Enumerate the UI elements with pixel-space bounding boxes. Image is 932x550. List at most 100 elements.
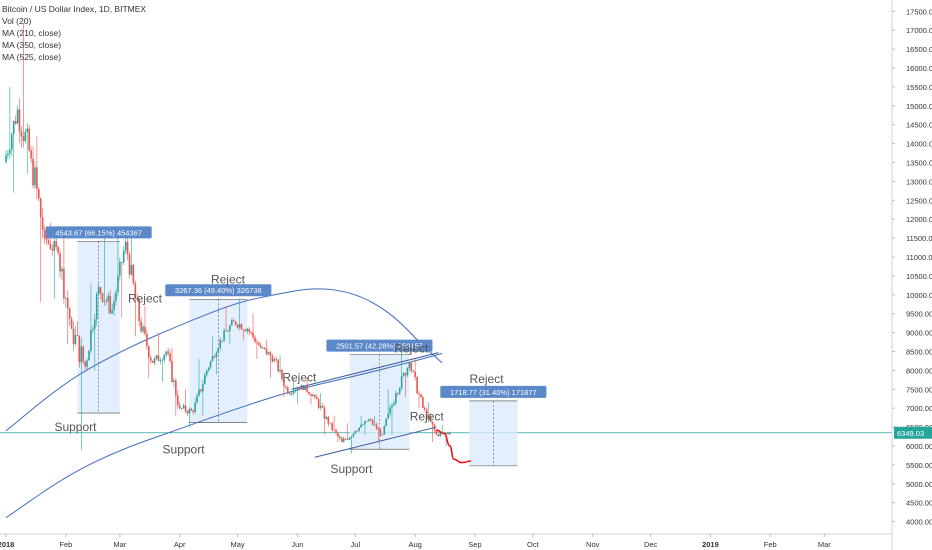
price-tick-label: 4000.00	[906, 518, 932, 527]
time-tick-label: 2019	[702, 540, 719, 549]
candle-body	[34, 167, 36, 186]
time-tick-label: Sep	[468, 540, 481, 549]
candle-body	[341, 438, 343, 443]
candle-body	[111, 309, 113, 314]
candle-body	[424, 408, 426, 410]
candle-body	[209, 361, 212, 368]
candle-body	[373, 424, 376, 426]
candle-body	[290, 393, 293, 395]
candle-body	[202, 384, 204, 392]
candle-body	[246, 328, 249, 332]
candle-body	[140, 321, 142, 332]
candle-body	[165, 351, 167, 355]
candle-body	[263, 347, 266, 349]
candle-body	[163, 354, 166, 360]
candle-body	[348, 437, 351, 440]
candle-body	[248, 328, 250, 332]
price-tick-label: 11500.00	[906, 234, 932, 243]
candle-body	[369, 419, 372, 421]
time-tick-label: 2018	[0, 540, 14, 549]
candle-body	[366, 421, 368, 422]
candle-body	[319, 405, 322, 408]
candle-body	[435, 430, 438, 435]
price-tick-label: 16500.00	[906, 45, 932, 54]
price-tick-label: 12500.00	[906, 196, 932, 205]
candle-body	[227, 330, 229, 332]
price-tick-label: 4500.00	[906, 499, 932, 508]
reject-annotation: Reject	[394, 342, 429, 356]
candle-body	[342, 438, 345, 443]
candle-body	[32, 158, 34, 186]
candle-body	[279, 369, 281, 372]
candle-body	[244, 329, 247, 332]
last-price-badge	[894, 426, 932, 439]
candle-body	[425, 409, 428, 420]
candle-body	[97, 287, 100, 294]
candle-body	[178, 405, 181, 409]
candle-body	[207, 367, 210, 371]
price-tick-label: 14000.00	[906, 140, 932, 149]
candle-body	[379, 429, 382, 435]
candle-body	[151, 360, 154, 363]
candle-body	[76, 335, 79, 336]
candle-body	[219, 340, 222, 348]
candle-body	[119, 262, 121, 276]
candle-body	[329, 423, 332, 425]
candle-body	[47, 240, 50, 244]
candle-body	[203, 374, 206, 385]
candle-body	[335, 429, 337, 433]
candle-body	[292, 391, 295, 394]
candle-body	[250, 331, 252, 333]
candle-body	[346, 439, 349, 440]
candle-body	[387, 413, 389, 419]
trendline	[314, 426, 437, 458]
candle-body	[22, 136, 25, 141]
price-tick-label: 16000.00	[906, 64, 932, 73]
candle-body	[107, 295, 110, 302]
time-tick-label: May	[231, 540, 245, 549]
candle-body	[288, 393, 291, 395]
candle-body	[148, 346, 150, 358]
candle-body	[188, 408, 191, 414]
candle-body	[383, 425, 386, 435]
candle-body	[53, 241, 56, 251]
candle-body	[28, 128, 30, 151]
reject-annotation: Reject	[470, 372, 505, 386]
candle-body	[101, 293, 104, 302]
time-tick-label: Mar	[113, 540, 126, 549]
measurement-label-bg	[326, 339, 433, 352]
candle-body	[389, 407, 391, 414]
candle-body	[173, 380, 175, 382]
candle-body	[261, 347, 264, 349]
candle-body	[121, 262, 123, 263]
support-annotation: Support	[54, 420, 97, 434]
candle-body	[93, 319, 96, 329]
candle-body	[115, 292, 117, 301]
candle-body	[182, 405, 185, 408]
candle-body	[157, 355, 160, 361]
time-tick-label: Apr	[174, 540, 186, 549]
candle-body	[306, 385, 308, 392]
candle-body	[7, 153, 9, 156]
candle-body	[377, 428, 380, 430]
candle-body	[211, 356, 214, 362]
candle-body	[236, 324, 239, 328]
candle-body	[159, 360, 162, 362]
candle-body	[402, 373, 405, 377]
annotations: 4543.67 (66.15%) 454367 3267.36 (49.40%) …	[45, 226, 547, 476]
legend-ma-210: MA (210, close)	[2, 28, 62, 38]
price-tick-label: 8500.00	[906, 347, 932, 356]
candle-body	[78, 335, 81, 363]
reject-annotation: Reject	[128, 291, 163, 305]
last-price-label: 6349.03	[897, 429, 924, 438]
candle-body	[109, 295, 112, 314]
candle-body	[68, 308, 71, 319]
moving-average-line	[5, 288, 443, 432]
candle-body	[445, 432, 447, 434]
candle-body	[325, 416, 328, 419]
candle-body	[86, 360, 88, 367]
candle-body	[61, 268, 63, 272]
candle-body	[190, 408, 193, 411]
